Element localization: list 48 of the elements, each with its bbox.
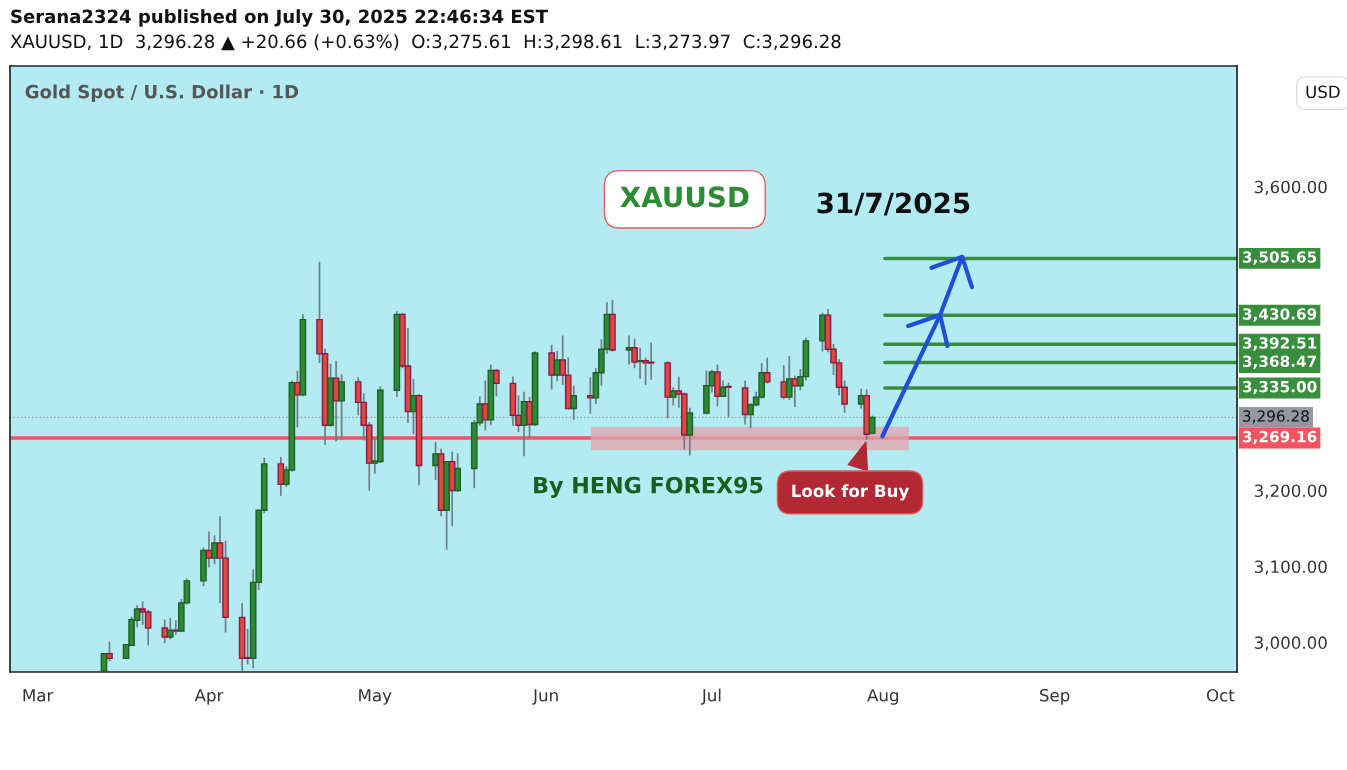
candlestick bbox=[410, 378, 417, 436]
candlestick bbox=[338, 373, 345, 441]
y-tick-label: 3,100.00 bbox=[1254, 560, 1327, 575]
candlestick bbox=[686, 406, 694, 457]
candlestick bbox=[106, 640, 113, 663]
x-tick-label: May bbox=[359, 689, 392, 705]
annotation: Gold Spot / U.S. Dollar · 1D bbox=[25, 84, 299, 103]
annotation: 31/7/2025 bbox=[817, 192, 970, 216]
candlestick bbox=[172, 619, 180, 636]
x-tick-label: Oct bbox=[1206, 688, 1235, 702]
ref-line-label: 3,368.47 bbox=[1242, 355, 1317, 369]
annotation: By HENG FOREX95 bbox=[534, 476, 763, 498]
candlestick bbox=[294, 369, 301, 429]
chart-subtitle: XAUUSD, 1D 3,296.28 ▲ +20.66 (+0.63%) O:3,275.61 H:3,298.61 L:3,273.97 C:3,296.28 bbox=[10, 34, 841, 51]
ref-line-label: 3,430.69 bbox=[1242, 308, 1317, 322]
candlestick bbox=[780, 364, 788, 401]
candlestick bbox=[725, 381, 732, 418]
candlestick bbox=[211, 534, 218, 566]
ref-line-label: 3,505.65 bbox=[1242, 251, 1317, 265]
y-tick-label: 3,600.00 bbox=[1254, 180, 1327, 196]
annotation: Look for Buy bbox=[792, 484, 909, 501]
candlestick bbox=[548, 343, 555, 391]
ref-line-label: 3,392.51 bbox=[1242, 337, 1317, 351]
y-tick-label: 3,200.00 bbox=[1254, 484, 1327, 499]
candlestick bbox=[625, 334, 633, 366]
x-tick-label: Apr bbox=[194, 689, 224, 705]
candlestick bbox=[166, 617, 174, 641]
x-tick-label: Aug bbox=[867, 689, 899, 705]
ref-line-label: 3,269.16 bbox=[1242, 430, 1317, 445]
candlestick bbox=[454, 452, 462, 493]
chart-title: Serana2324 published on July 30, 2025 22:46:34 EST bbox=[11, 9, 548, 27]
x-tick-label: Mar bbox=[23, 689, 54, 702]
x-tick-label: Jun bbox=[532, 689, 558, 705]
x-tick-label: Jul bbox=[701, 688, 721, 705]
candlestick bbox=[493, 368, 500, 398]
ref-line-label: 3,296.28 bbox=[1243, 410, 1309, 424]
candlestick bbox=[587, 376, 594, 415]
y-tick-label: 3,000.00 bbox=[1254, 636, 1327, 651]
annotation: XAUUSD bbox=[620, 186, 749, 208]
candlestick bbox=[763, 356, 771, 385]
candlestick bbox=[482, 379, 489, 432]
candlestick bbox=[161, 618, 169, 644]
ref-line-label: 3,335.00 bbox=[1242, 380, 1317, 395]
candlestick bbox=[432, 441, 439, 481]
candlestick bbox=[570, 384, 578, 421]
text: USD bbox=[1306, 85, 1340, 99]
x-tick-label: Sep bbox=[1040, 688, 1070, 705]
candlestick bbox=[526, 396, 533, 439]
